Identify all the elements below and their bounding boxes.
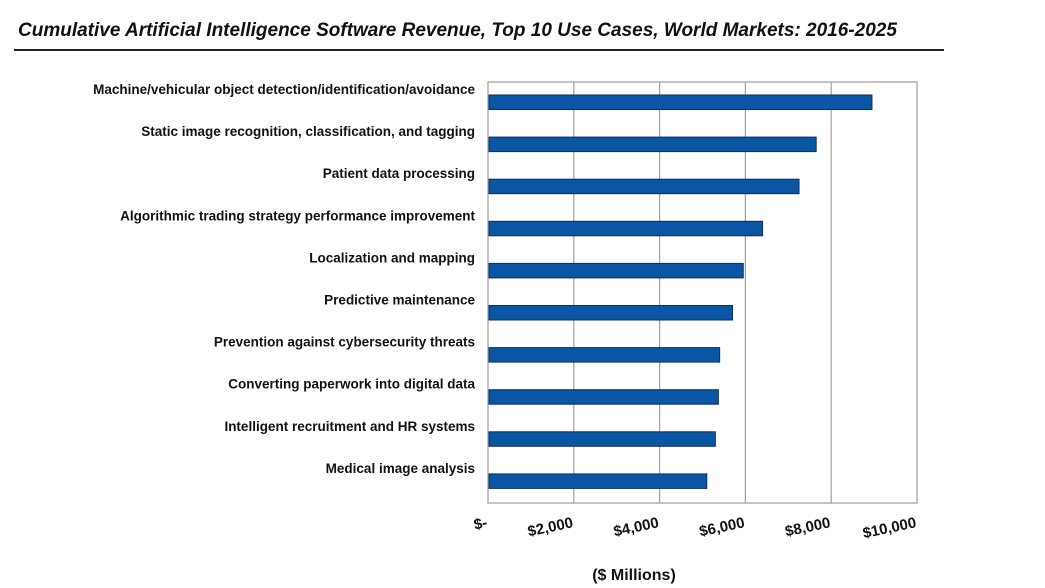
bar — [488, 136, 817, 153]
bar — [488, 178, 800, 195]
x-tick-label: $6,000 — [698, 514, 746, 540]
category-label: Converting paperwork into digital data — [228, 377, 475, 392]
bar — [488, 94, 873, 110]
bar — [488, 305, 734, 321]
chart-title: Cumulative Artificial Intelligence Softw… — [18, 20, 897, 41]
category-label: Patient data processing — [323, 166, 475, 181]
category-label: Localization and mapping — [309, 250, 475, 265]
bar — [488, 389, 719, 405]
category-label: Intelligent recruitment and HR systems — [224, 419, 475, 434]
category-label: Prevention against cybersecurity threats — [214, 335, 475, 350]
x-tick-label: $8,000 — [784, 514, 832, 540]
x-tick-label: $10,000 — [861, 514, 918, 542]
x-tick-label: $2,000 — [526, 514, 574, 540]
x-tick-label: $- — [472, 514, 489, 533]
category-label: Algorithmic trading strategy performance… — [120, 208, 475, 223]
bar — [488, 347, 721, 363]
bar — [488, 473, 708, 489]
bar — [488, 431, 716, 447]
bar — [488, 220, 764, 237]
category-label: Static image recognition, classification… — [141, 124, 475, 139]
x-axis-label: ($ Millions) — [592, 567, 676, 584]
category-label: Predictive maintenance — [324, 293, 475, 308]
title-underline — [14, 49, 944, 51]
x-tick-label: $4,000 — [612, 514, 660, 540]
category-label: Medical image analysis — [326, 461, 475, 476]
bar — [488, 262, 744, 279]
category-label: Machine/vehicular object detection/ident… — [93, 82, 475, 97]
